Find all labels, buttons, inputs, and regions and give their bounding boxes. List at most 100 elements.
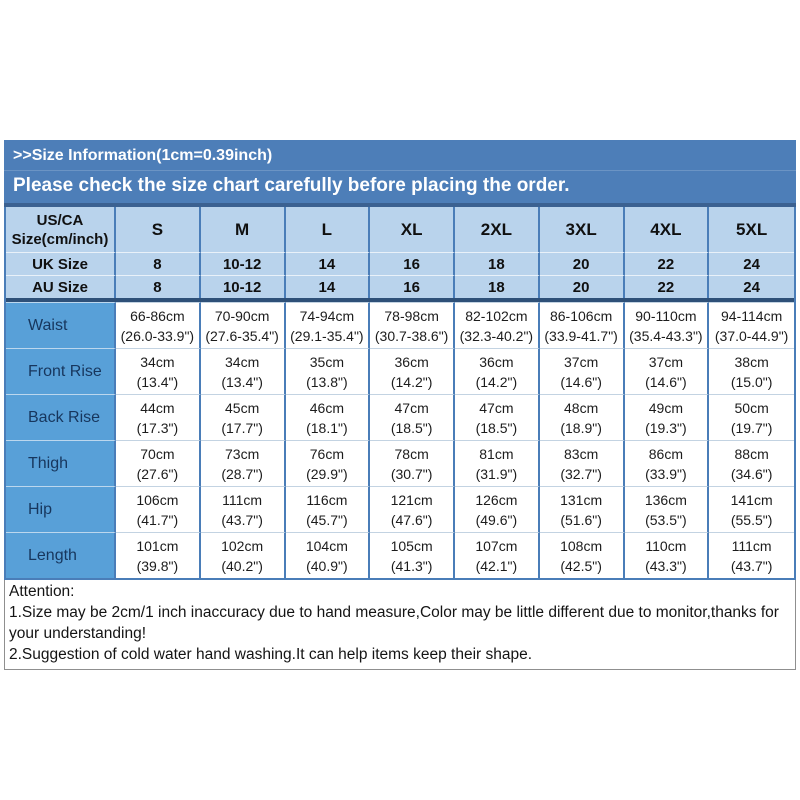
cm-value: 108cm	[560, 537, 603, 554]
inch-value: (14.6")	[560, 373, 602, 390]
inch-value: (18.5")	[390, 419, 433, 436]
inch-value: (49.6")	[475, 511, 518, 528]
inch-value: (27.6-35.4")	[205, 327, 279, 344]
uk-size-label: UK Size	[6, 252, 116, 275]
measurement-cell: 131cm (51.6")	[539, 486, 625, 532]
attention-note-2: 2.Suggestion of cold water hand washing.…	[9, 646, 533, 663]
size-table: US/CA Size(cm/inch) S M L XL 2XL 3XL 4XL 5XL UK Si…	[4, 207, 796, 580]
measurement-cell: 102cm (40.2")	[200, 532, 286, 578]
inch-value: (43.7")	[730, 557, 773, 574]
uk-size-value: 14	[285, 252, 371, 275]
measurement-cell: 111cm (43.7")	[200, 486, 286, 532]
uk-size-value: 8	[116, 252, 201, 275]
au-size-label: AU Size	[6, 275, 116, 298]
cm-value: 90-110cm	[635, 307, 697, 324]
size-col-header: M	[200, 207, 286, 252]
measurement-cell: 116cm (45.7")	[285, 486, 371, 532]
cm-value: 83cm	[564, 445, 599, 462]
measurement-cell: 141cm (55.5")	[709, 486, 794, 532]
size-col-header: 3XL	[539, 207, 625, 252]
cm-value: 47cm	[479, 399, 514, 416]
measure-row-label: Length	[6, 532, 116, 578]
measurement-cell: 34cm (13.4")	[200, 348, 286, 394]
inch-value: (14.6")	[645, 373, 687, 390]
inch-value: (45.7")	[306, 511, 348, 528]
cm-value: 82-102cm	[465, 307, 528, 324]
cm-value: 44cm	[140, 399, 175, 416]
inch-value: (32.3-40.2")	[459, 327, 534, 344]
inch-value: (41.3")	[390, 557, 433, 574]
inch-value: (43.7")	[221, 511, 263, 528]
size-information-sheet: >>Size Information(1cm=0.39inch) Please …	[4, 140, 796, 670]
inch-value: (43.3")	[645, 557, 687, 574]
measure-row-label: Thigh	[6, 440, 116, 486]
cm-value: 86cm	[648, 445, 683, 462]
cm-value: 37cm	[648, 353, 683, 370]
uk-size-value: 18	[455, 252, 540, 275]
inch-value: (33.9")	[645, 465, 687, 482]
cm-value: 86-106cm	[549, 307, 613, 324]
au-size-value: 14	[285, 275, 371, 298]
measurement-cell: 50cm (19.7")	[709, 394, 794, 440]
measurement-cell: 47cm (18.5")	[455, 394, 540, 440]
inch-value: (19.3")	[645, 419, 687, 436]
measurement-cell: 48cm (18.9")	[539, 394, 625, 440]
measurement-cell: 34cm (13.4")	[116, 348, 201, 394]
measurement-cell: 101cm (39.8")	[116, 532, 201, 578]
uk-size-value: 16	[370, 252, 455, 275]
measurement-cell: 47cm (18.5")	[370, 394, 455, 440]
measurement-cell: 44cm (17.3")	[116, 394, 201, 440]
cm-value: 50cm	[734, 399, 769, 416]
measurement-cell: 49cm (19.3")	[624, 394, 710, 440]
section-divider	[6, 298, 794, 302]
inch-value: (18.1")	[306, 419, 348, 436]
measurement-cell: 106cm (41.7")	[116, 486, 201, 532]
inch-value: (39.8")	[136, 557, 179, 574]
cm-value: 49cm	[648, 399, 683, 416]
inch-value: (19.7")	[730, 419, 773, 436]
cm-value: 78-98cm	[384, 307, 439, 324]
inch-value: (47.6")	[390, 511, 433, 528]
measurement-cell: 78cm (30.7")	[370, 440, 455, 486]
uk-size-value: 22	[624, 252, 710, 275]
inch-value: (14.2")	[390, 373, 433, 390]
inch-value: (30.7")	[390, 465, 433, 482]
inch-value: (40.2")	[221, 557, 263, 574]
measurement-cell: 66-86cm (26.0-33.9")	[116, 302, 201, 348]
measurement-cell: 81cm (31.9")	[455, 440, 540, 486]
measurement-cell: 45cm (17.7")	[200, 394, 286, 440]
cm-value: 110cm	[645, 537, 687, 554]
cm-value: 34cm	[225, 353, 260, 370]
measurement-cell: 105cm (41.3")	[370, 532, 455, 578]
cm-value: 106cm	[136, 491, 179, 508]
measurement-cell: 36cm (14.2")	[370, 348, 455, 394]
inch-value: (15.0")	[730, 373, 773, 390]
measurement-cell: 111cm (43.7")	[709, 532, 794, 578]
cm-value: 47cm	[394, 399, 429, 416]
inch-value: (29.9")	[306, 465, 348, 482]
cm-value: 37cm	[564, 353, 599, 370]
measure-row-label: Hip	[6, 486, 116, 532]
measurement-cell: 70-90cm (27.6-35.4")	[200, 302, 286, 348]
measurement-cell: 46cm (18.1")	[285, 394, 371, 440]
inch-value: (27.6")	[136, 465, 179, 482]
cm-value: 136cm	[644, 491, 687, 508]
au-size-value: 22	[624, 275, 710, 298]
inch-value: (18.9")	[560, 419, 602, 436]
inch-value: (42.5")	[560, 557, 602, 574]
inch-value: (13.4")	[221, 373, 263, 390]
cm-value: 141cm	[730, 491, 773, 508]
measurement-cell: 36cm (14.2")	[455, 348, 540, 394]
cm-value: 81cm	[479, 445, 514, 462]
inch-value: (53.5")	[645, 511, 687, 528]
cm-value: 78cm	[394, 445, 429, 462]
inch-value: (14.2")	[475, 373, 518, 390]
attention-note-1: 1.Size may be 2cm/1 inch inaccuracy due …	[9, 604, 779, 642]
inch-value: (18.5")	[475, 419, 518, 436]
measure-row-label: Back Rise	[6, 394, 116, 440]
inch-value: (32.7")	[560, 465, 602, 482]
uk-size-value: 24	[709, 252, 794, 275]
cm-value: 126cm	[475, 491, 518, 508]
cm-value: 131cm	[560, 491, 603, 508]
au-size-value: 8	[116, 275, 201, 298]
